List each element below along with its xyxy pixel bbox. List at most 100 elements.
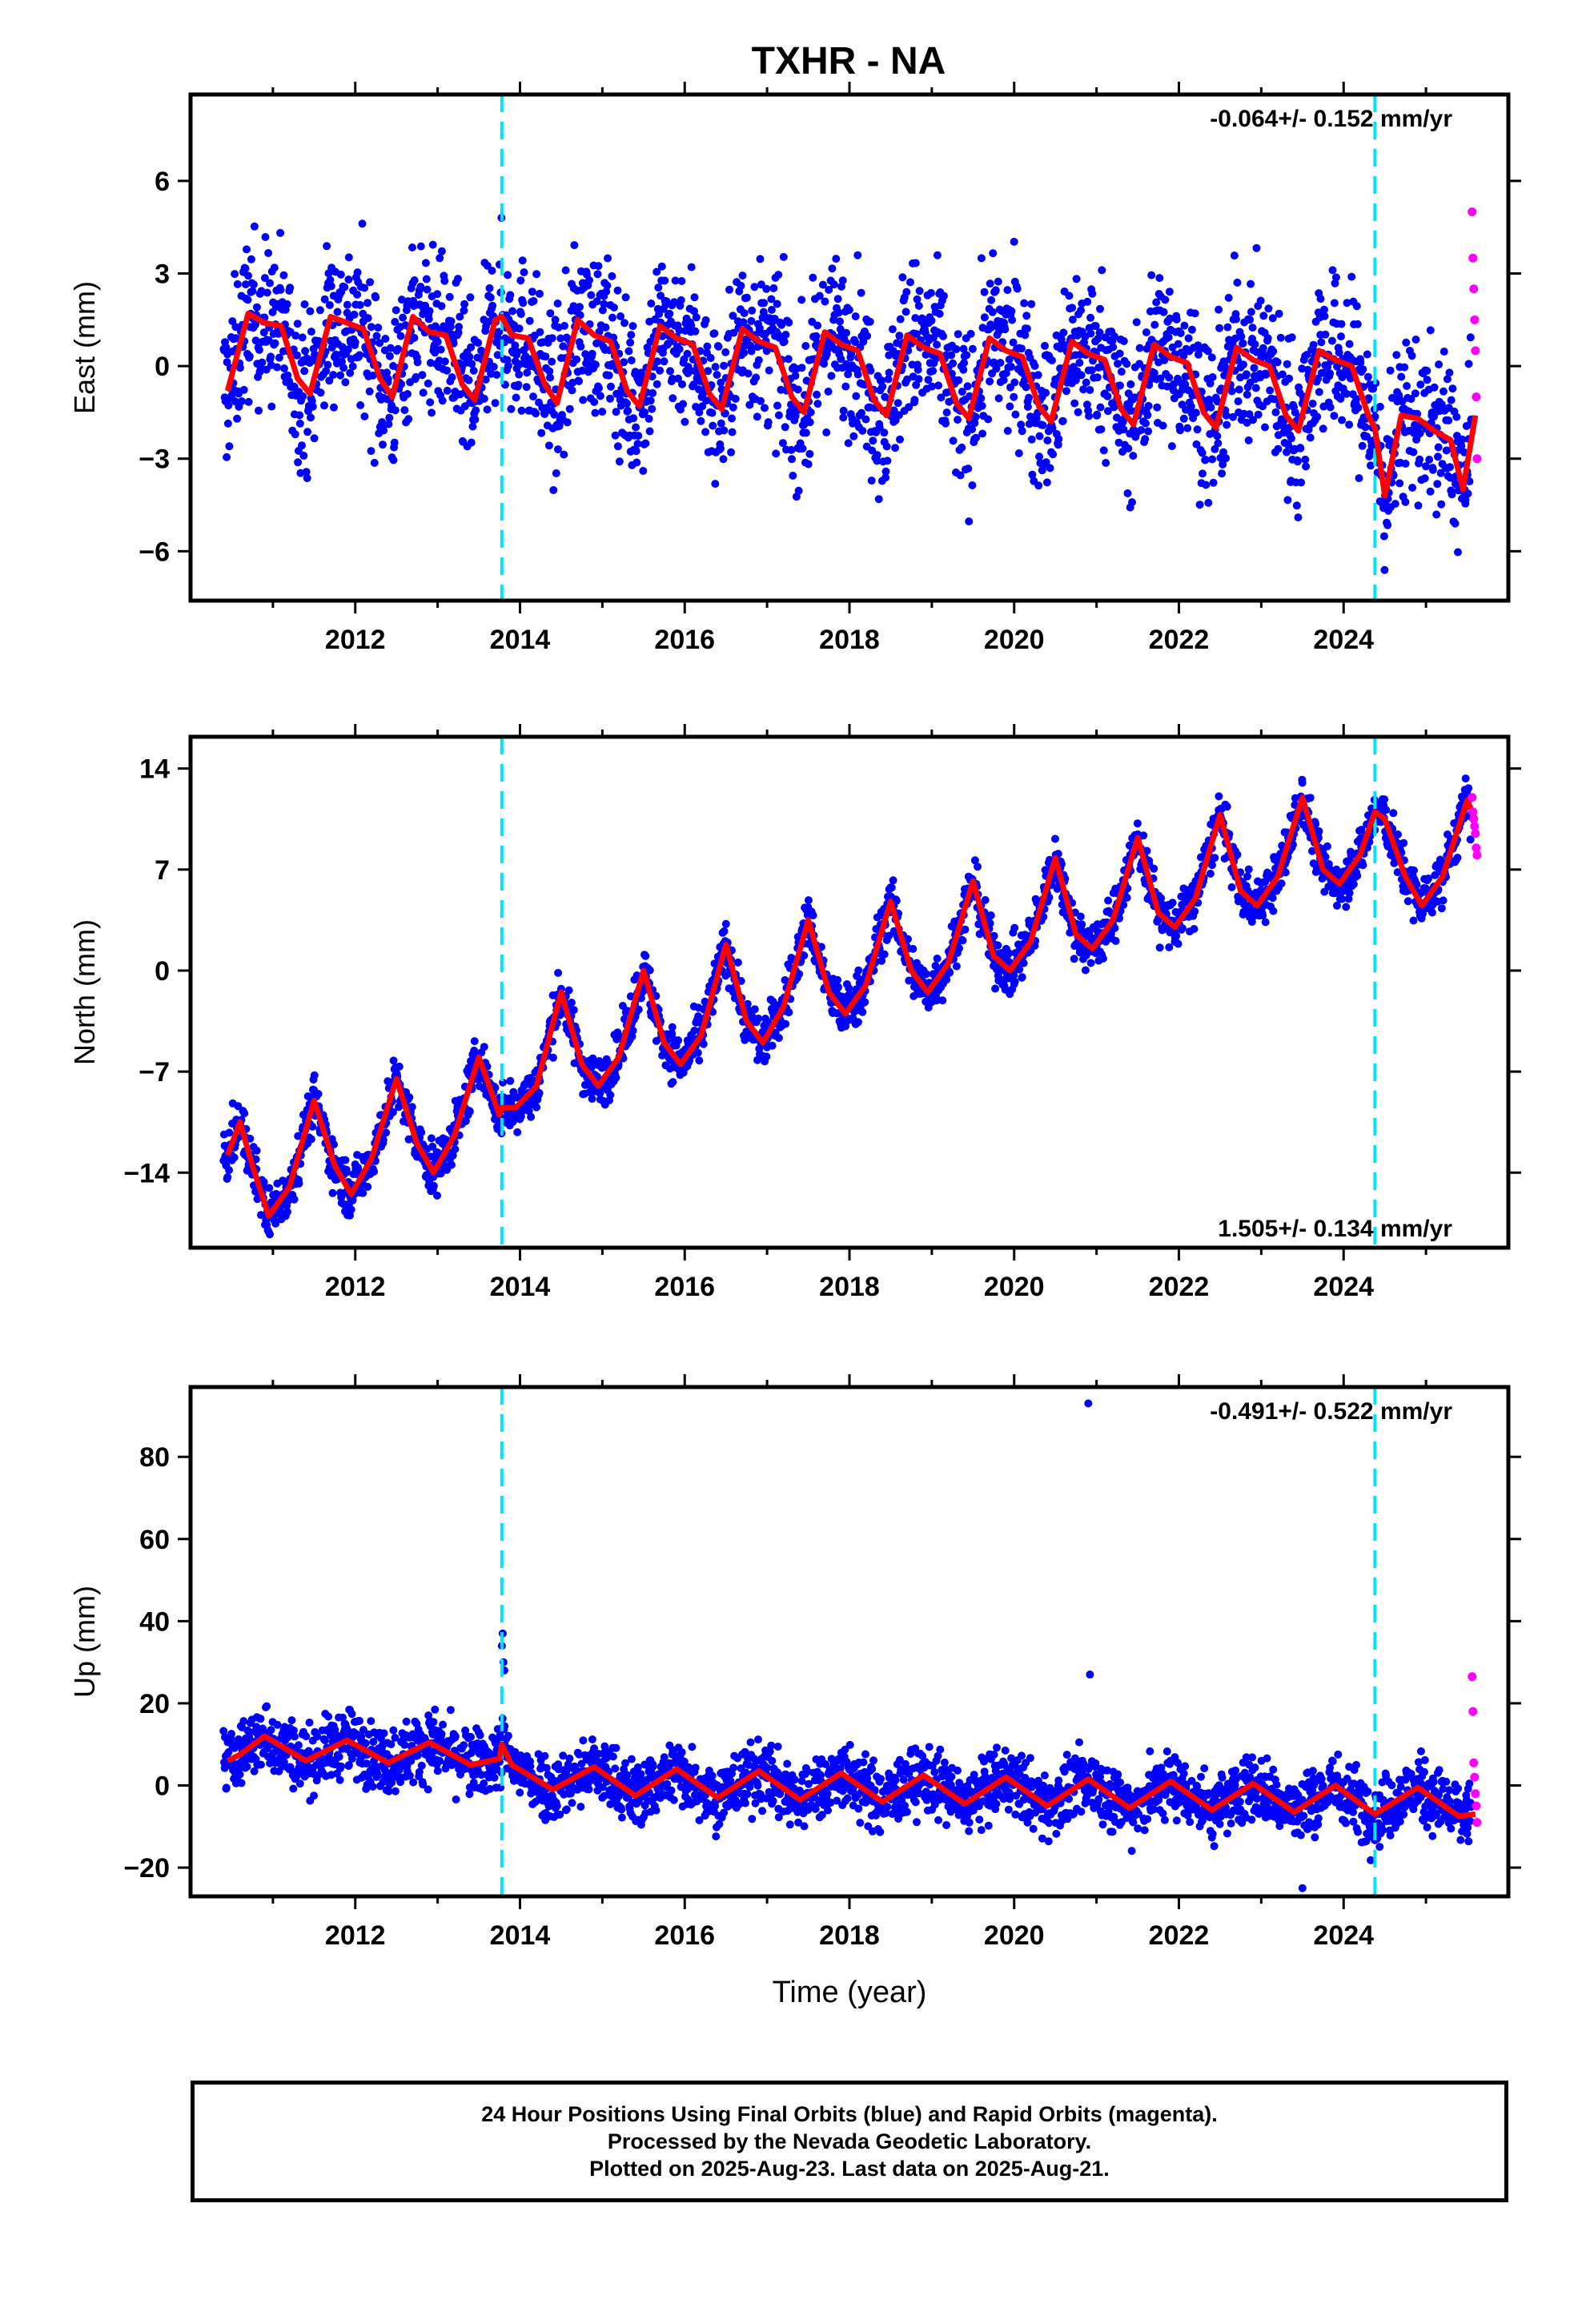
- final-point: [1028, 470, 1037, 479]
- final-point: [1317, 338, 1326, 347]
- rapid-point: [1468, 253, 1478, 263]
- final-point: [959, 344, 968, 353]
- final-point: [454, 275, 462, 283]
- final-point: [1239, 360, 1247, 369]
- final-point: [913, 295, 921, 304]
- final-point: [842, 328, 850, 337]
- final-point: [367, 323, 375, 332]
- final-point: [1157, 894, 1166, 903]
- final-point: [609, 304, 618, 312]
- final-point: [949, 436, 958, 445]
- final-point: [1010, 237, 1018, 246]
- final-point: [1114, 360, 1122, 368]
- final-point: [632, 423, 640, 432]
- final-point: [689, 380, 698, 389]
- final-point: [986, 911, 995, 919]
- final-point: [624, 347, 633, 356]
- final-point: [904, 935, 912, 943]
- final-point: [1027, 435, 1036, 444]
- final-point: [902, 287, 911, 296]
- final-point: [1328, 266, 1337, 275]
- final-point: [561, 266, 570, 275]
- final-point: [1363, 350, 1371, 359]
- final-point: [1119, 900, 1128, 909]
- final-point: [1259, 911, 1267, 920]
- final-point: [1451, 519, 1460, 528]
- final-point: [507, 404, 516, 413]
- final-point: [341, 1156, 350, 1164]
- final-point: [1271, 408, 1280, 416]
- final-point: [839, 413, 848, 422]
- final-point: [1088, 289, 1097, 298]
- final-point: [489, 363, 498, 371]
- final-point: [797, 364, 806, 372]
- final-point: [1261, 423, 1269, 432]
- final-point: [341, 378, 350, 387]
- final-point: [1184, 334, 1193, 343]
- final-point: [595, 384, 603, 392]
- final-point: [1068, 304, 1077, 312]
- final-point: [1433, 480, 1442, 489]
- final-point: [677, 296, 685, 304]
- final-point: [400, 406, 409, 415]
- final-point: [408, 1103, 416, 1112]
- final-point: [340, 283, 349, 292]
- final-point: [1110, 332, 1118, 340]
- final-point: [1009, 338, 1018, 347]
- final-point: [353, 290, 362, 299]
- final-point: [550, 410, 559, 419]
- final-point: [839, 406, 848, 415]
- final-point: [875, 423, 884, 432]
- final-point: [1187, 325, 1196, 334]
- final-point: [914, 375, 923, 384]
- final-point: [1086, 329, 1095, 338]
- final-point: [1015, 965, 1024, 974]
- final-point: [728, 428, 737, 436]
- final-point: [773, 401, 781, 410]
- final-point: [1263, 370, 1271, 379]
- final-point: [443, 366, 452, 375]
- final-point: [937, 393, 946, 402]
- final-point: [679, 400, 688, 408]
- final-point: [1411, 336, 1420, 344]
- final-point: [293, 351, 301, 360]
- final-point: [371, 293, 380, 302]
- final-point: [1103, 392, 1112, 400]
- final-point: [785, 1008, 793, 1016]
- final-point: [471, 415, 480, 424]
- final-point: [307, 1135, 315, 1144]
- final-point: [678, 380, 686, 388]
- final-point: [999, 376, 1008, 384]
- final-point: [1298, 364, 1307, 373]
- final-point: [725, 285, 733, 294]
- final-point: [295, 419, 304, 428]
- final-point: [1142, 846, 1151, 855]
- final-point: [994, 277, 1002, 286]
- final-point: [733, 958, 742, 967]
- final-point: [1313, 412, 1322, 421]
- final-point: [271, 339, 279, 348]
- final-point: [1391, 500, 1399, 509]
- final-point: [656, 292, 665, 300]
- final-point: [1168, 899, 1177, 907]
- final-point: [887, 883, 896, 892]
- final-point: [693, 1048, 702, 1057]
- final-point: [563, 418, 572, 427]
- final-point: [548, 357, 556, 366]
- final-point: [325, 301, 334, 309]
- final-point: [964, 464, 973, 473]
- final-point: [1333, 901, 1341, 910]
- final-point: [1042, 388, 1050, 397]
- final-point: [702, 396, 711, 405]
- final-point: [1263, 334, 1272, 343]
- final-point: [914, 301, 923, 310]
- final-point: [660, 357, 669, 366]
- final-point: [485, 283, 494, 292]
- final-point: [1116, 381, 1124, 390]
- final-point: [307, 328, 315, 336]
- final-point: [560, 450, 568, 459]
- final-point: [241, 264, 250, 273]
- final-point: [276, 285, 285, 294]
- final-point: [966, 329, 975, 338]
- final-point: [1293, 457, 1302, 466]
